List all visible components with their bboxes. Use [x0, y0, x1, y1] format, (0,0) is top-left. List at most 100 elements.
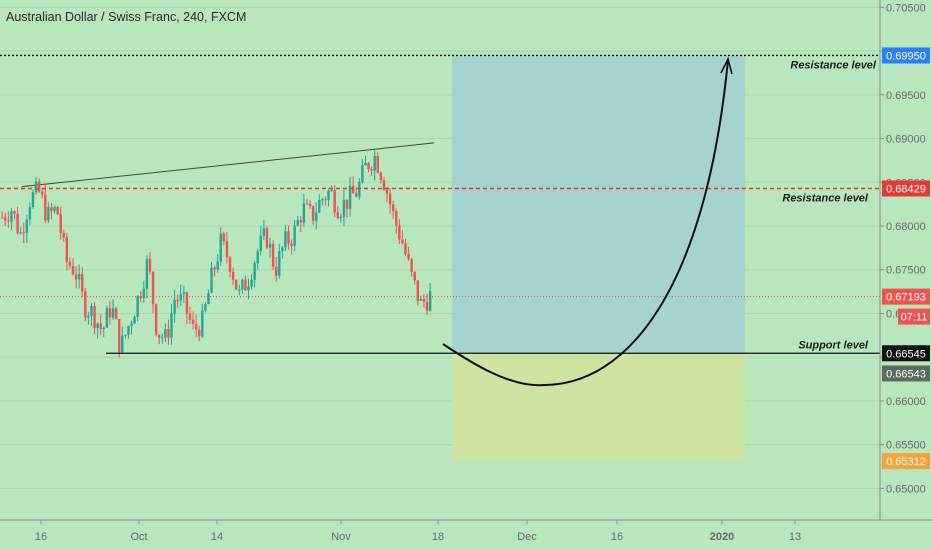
candle-body — [108, 308, 112, 318]
candle-body — [265, 228, 269, 248]
time-tick-label: 14 — [211, 531, 223, 543]
entry-price-badge: 0.66543 — [882, 365, 930, 382]
candle-body — [50, 207, 53, 212]
candle-body — [262, 228, 266, 236]
current-price-badge-bg — [882, 288, 930, 305]
time-tick-label: 2020 — [710, 531, 734, 543]
price-tick-label: 0.66000 — [886, 396, 926, 408]
candle-body — [253, 263, 256, 280]
candle-body — [114, 308, 118, 319]
candle-body — [105, 308, 109, 328]
candle-body — [373, 156, 376, 171]
candle-body — [19, 232, 22, 234]
candle-body — [250, 279, 253, 287]
resistance-lower-badge-text: 0.68429 — [886, 183, 926, 195]
stop-zone[interactable] — [452, 353, 745, 462]
candle-body — [241, 279, 244, 290]
resistance-upper-badge-bg — [882, 47, 930, 64]
entry-price-badge-bg — [882, 365, 930, 382]
candle-body — [99, 323, 102, 329]
candle-body — [247, 286, 250, 291]
candle-body — [16, 213, 19, 234]
candle-body — [151, 271, 155, 305]
candle-body — [136, 296, 139, 317]
candle-body — [65, 237, 69, 262]
candle-body — [25, 219, 29, 233]
candle-body — [139, 296, 142, 299]
candle-body — [287, 231, 290, 244]
candle-body — [318, 200, 321, 213]
price-tick-label: 0.68000 — [886, 221, 926, 233]
candle-body — [31, 192, 35, 208]
candle-body — [7, 220, 10, 222]
candle-body — [284, 231, 287, 248]
candle-body — [281, 247, 284, 252]
candle-body — [102, 327, 105, 329]
candle-body — [216, 261, 219, 270]
support-label: Support level — [798, 339, 869, 351]
candle-body — [71, 266, 75, 275]
resistance-upper-label: Resistance level — [790, 59, 877, 71]
time-tick-label: Oct — [130, 531, 147, 543]
candle-body — [164, 329, 167, 338]
time-tick-label: 13 — [789, 531, 801, 543]
candle-body — [351, 185, 355, 194]
current-price-badge-text: 0.67193 — [886, 292, 926, 304]
price-tick-label: 0.70500 — [886, 2, 926, 14]
candle-body — [219, 233, 222, 262]
candle-body — [274, 266, 278, 276]
candle-body — [194, 323, 198, 330]
price-tick-label: 0.65500 — [886, 440, 926, 452]
candle-body — [333, 190, 336, 213]
stop-price-badge: 0.65312 — [882, 453, 930, 470]
candle-body — [311, 206, 315, 221]
candle-body — [296, 219, 299, 226]
support-badge: 0.66545 — [882, 345, 930, 362]
candle-body — [293, 225, 296, 246]
candle-body — [145, 258, 149, 289]
countdown-badge-text: 07:11 — [901, 312, 928, 324]
candle-body — [401, 239, 404, 244]
resistance-lower-label: Resistance level — [782, 192, 869, 204]
projection-arrow[interactable] — [442, 59, 729, 387]
candle-body — [222, 233, 226, 242]
candle-body — [37, 181, 41, 192]
candle-body — [410, 258, 413, 272]
candle-body — [327, 190, 330, 201]
candle-body — [256, 251, 259, 264]
resistance-lower-badge-bg — [882, 180, 930, 197]
trendline[interactable] — [21, 142, 435, 188]
candle-body — [87, 315, 90, 318]
candle-body — [188, 313, 192, 320]
candle-body — [10, 211, 13, 222]
candle-body — [355, 193, 358, 197]
candle-body — [416, 280, 420, 301]
candle-body — [1, 217, 4, 219]
candle-body — [382, 180, 386, 190]
candle-body — [244, 279, 247, 291]
candle-body — [142, 288, 146, 299]
candle-body — [321, 199, 324, 201]
candle-body — [185, 292, 189, 314]
candle-body — [182, 292, 186, 295]
candle-body — [198, 329, 201, 337]
countdown-badge: 07:11 — [898, 308, 930, 325]
candle-body — [315, 212, 318, 221]
stop-price-badge-bg — [882, 453, 930, 470]
candle-body — [299, 219, 303, 223]
candle-body — [117, 318, 121, 353]
candle-body — [74, 274, 78, 280]
candle-body — [4, 217, 7, 221]
candle-body — [130, 323, 133, 327]
time-tick-label: 16 — [35, 531, 47, 543]
price-tick-label: 0.67500 — [886, 265, 926, 277]
candle-body — [167, 329, 170, 338]
candle-body — [259, 235, 262, 252]
time-axis[interactable]: 16 Oct 14 Nov 18 Dec 16 2020 13 — [35, 520, 801, 543]
countdown-badge-bg — [898, 308, 930, 325]
candle-body — [124, 334, 127, 336]
candle-body — [68, 261, 72, 267]
candle-body — [62, 232, 65, 238]
target-zone[interactable] — [452, 55, 745, 354]
